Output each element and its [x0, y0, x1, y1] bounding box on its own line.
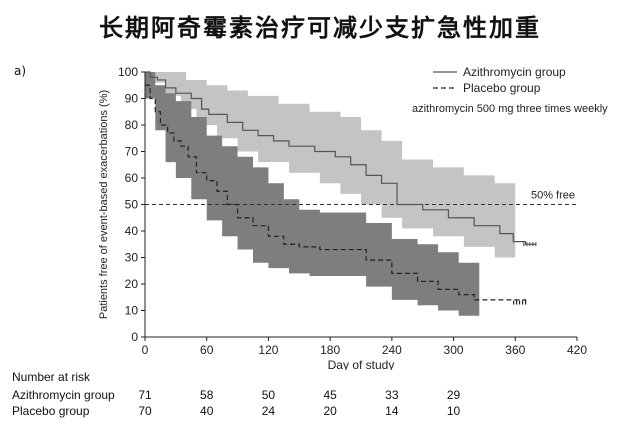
x-tick-label: 420: [567, 343, 587, 357]
series-line-1: [145, 84, 527, 303]
survival-chart: 50% free 0 10 20 30 40 50 60 70 80 90 100 0 60 120 180 2…: [98, 65, 608, 370]
risk-cell: 20: [323, 404, 337, 418]
y-tick-label: 100: [118, 65, 138, 79]
ci-band-1: [145, 72, 480, 319]
y-tick-label: 10: [125, 304, 139, 318]
x-tick-label: 300: [444, 343, 464, 357]
panel-label: a): [14, 64, 27, 78]
legend-label-1: Placebo group: [463, 81, 541, 95]
risk-table-title: Number at risk: [12, 370, 91, 384]
risk-cell: 58: [200, 388, 214, 402]
risk-row-label: Placebo group: [12, 404, 90, 418]
x-tick-label: 240: [382, 343, 402, 357]
risk-cell: 14: [385, 404, 399, 418]
risk-cell: 40: [200, 404, 214, 418]
x-tick-label: 60: [200, 343, 214, 357]
y-axis-label: Patients free of event-based exacerbatio…: [98, 90, 110, 319]
y-tick-label: 60: [125, 171, 139, 185]
legend-label-0: Azithromycin group: [463, 65, 566, 79]
risk-row-label: Azithromycin group: [12, 388, 115, 402]
ci-band-0: [145, 72, 516, 266]
y-tick-label: 20: [125, 277, 139, 291]
reference-line-label: 50% free: [531, 190, 575, 202]
series-line-0: [145, 71, 531, 245]
risk-cell: 10: [446, 404, 461, 418]
y-tick-label: 90: [125, 92, 139, 106]
y-tick-label: 80: [125, 118, 139, 132]
x-axis-label: Day of study: [328, 358, 395, 370]
y-tick-label: 30: [125, 251, 139, 265]
y-tick-label: 70: [125, 145, 139, 159]
x-tick-label: 0: [142, 343, 149, 357]
x-tick-label: 360: [505, 343, 525, 357]
risk-cell: 70: [138, 404, 152, 418]
x-tick-label: 180: [320, 343, 340, 357]
y-tick-label: 50: [125, 198, 139, 212]
risk-cell: 45: [323, 388, 337, 402]
risk-cell: 71: [138, 388, 152, 402]
risk-cell: 33: [385, 388, 399, 402]
risk-cell: 24: [261, 404, 276, 418]
risk-cell: 29: [446, 388, 461, 402]
y-tick-label: 0: [131, 330, 138, 344]
risk-cell: 50: [261, 388, 276, 402]
chart-annotation: azithromycin 500 mg three times weekly: [412, 103, 608, 115]
x-tick-label: 120: [258, 343, 278, 357]
y-tick-label: 40: [125, 224, 139, 238]
page-title: 长期阿奇霉素治疗可减少支扩急性加重: [99, 14, 541, 42]
